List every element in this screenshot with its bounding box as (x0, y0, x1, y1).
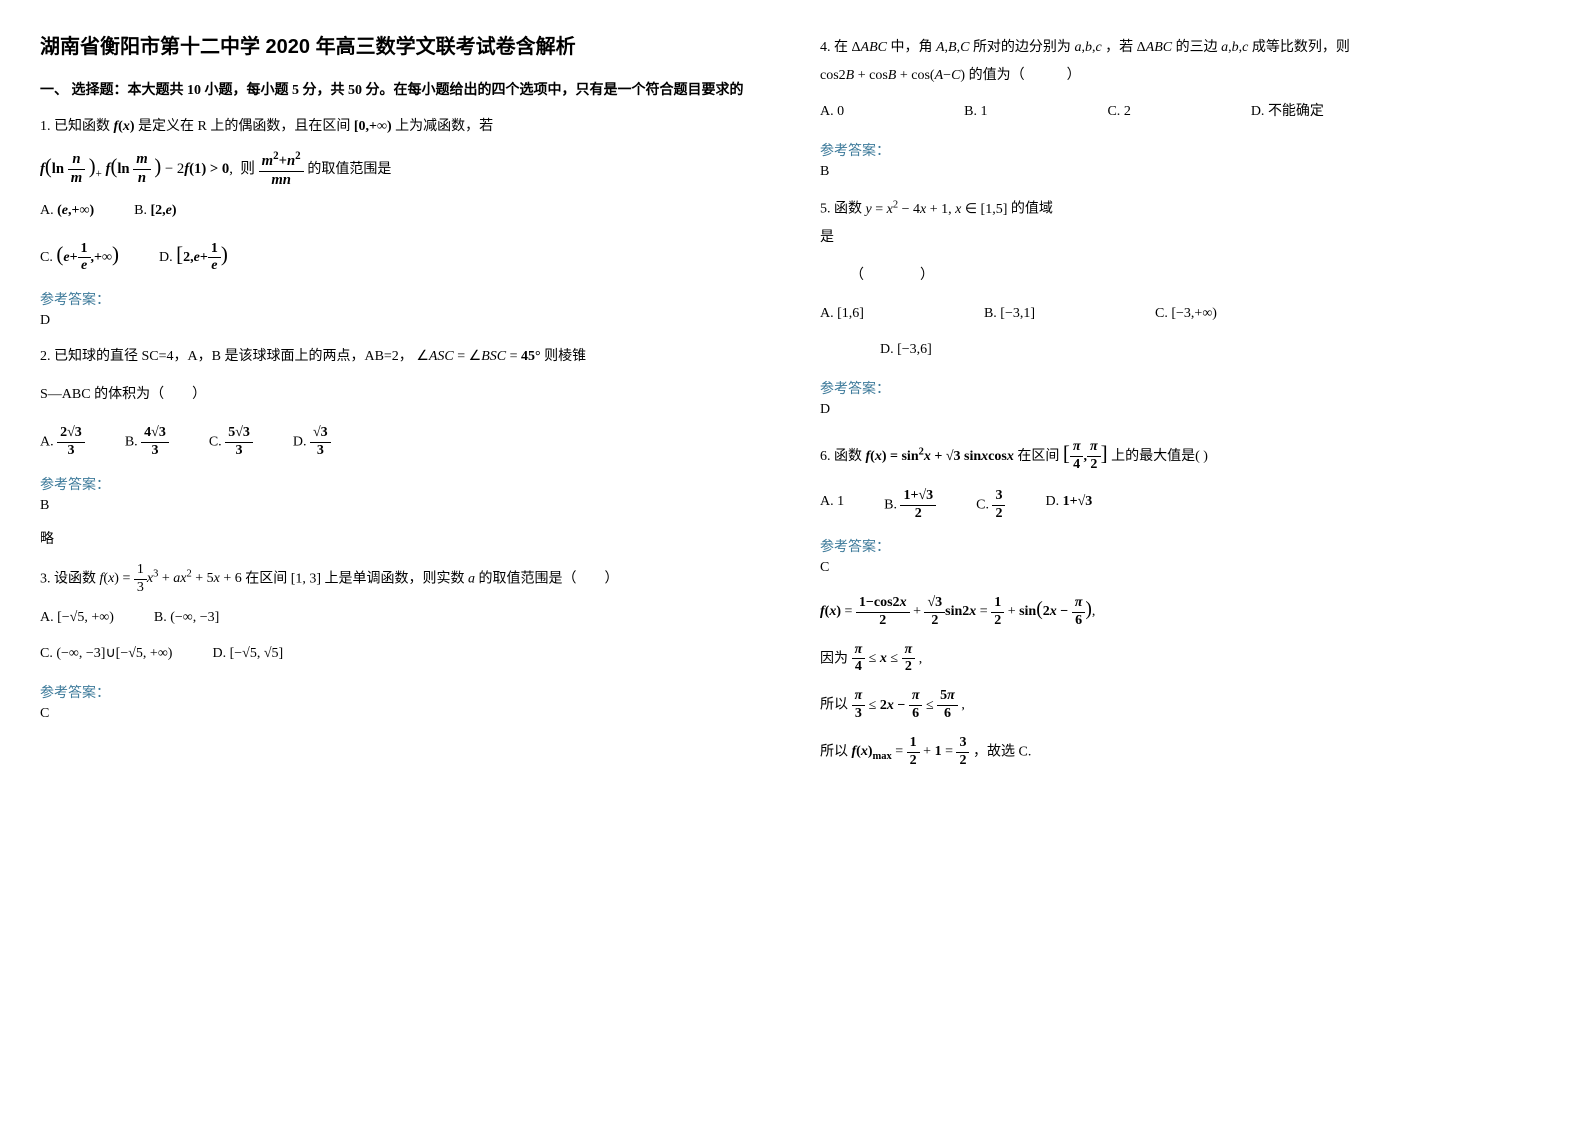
page-title: 湖南省衡阳市第十二中学 2020 年高三数学文联考试卷含解析 (40, 30, 760, 59)
q6-because: 因为 (820, 651, 848, 666)
q2-answer: B (40, 498, 760, 514)
q5-opt-d: D. [−3,6] (880, 342, 932, 357)
q3-opt-d: D. [−√5, √5] (212, 640, 283, 668)
q3-opt-a: A. [−√5, +∞) (40, 604, 114, 632)
q3-stem-a: 3. 设函数 (40, 571, 96, 586)
q6-stem-a: 6. 函数 (820, 449, 862, 464)
q4-tri1: ΔABC (852, 40, 887, 55)
q4-stem-b: 中，角 (890, 40, 932, 55)
q1-stem-c: 上为减函数，若 (395, 119, 493, 134)
q4-expr: cos2B + cosB + cos(A−C) (820, 68, 965, 83)
q1-stem-a: 1. 已知函数 (40, 119, 110, 134)
q2-stem-a: 2. 已知球的直径 SC=4，A，B 是该球球面上的两点，AB=2， (40, 349, 413, 364)
question-1: 1. 已知函数 f(x) 是定义在 R 上的偶函数，且在区间 [0,+∞) 上为… (40, 113, 760, 275)
q6-opt-d: D. 1+√3 (1045, 488, 1092, 523)
q4-stem-a: 4. 在 (820, 40, 848, 55)
q5-paren: （ ） (850, 262, 1540, 290)
q3-stem-c: 上是单调函数，则实数 (325, 571, 465, 586)
q3-interval: [1, 3] (291, 571, 321, 586)
q4-opt-a: A. 0 (820, 98, 844, 126)
section-1-heading: 一、 选择题：本大题共 10 小题，每小题 5 分，共 50 分。在每小题给出的… (40, 79, 760, 99)
question-3: 3. 设函数 f(x) = 13x3 + ax2 + 5x + 6 在区间 [1… (40, 562, 760, 669)
q4-stem-f: 成等比数列，则 (1252, 40, 1350, 55)
q5-answer-label: 参考答案： (820, 378, 1540, 398)
q3-opt-b: B. (−∞, −3] (154, 604, 219, 632)
q5-opt-a: A. [1,6] (820, 300, 864, 328)
q4-stem-c: 所对的边分别为 (973, 40, 1071, 55)
q4-tri2: ΔABC (1137, 40, 1172, 55)
q2-opt-a: A. 2√33 (40, 425, 85, 460)
question-2: 2. 已知球的直径 SC=4，A，B 是该球球面上的两点，AB=2， ∠ASC … (40, 343, 760, 460)
q2-opt-b: B. 4√33 (125, 425, 169, 460)
q2-answer-label: 参考答案： (40, 474, 760, 494)
q6-fx: f(x) = sin2x + √3 sinxcosx (866, 449, 1014, 464)
q6-opt-a: A. 1 (820, 488, 844, 523)
q4-abc2: a,b,c (1074, 40, 1101, 55)
q4-answer: B (820, 164, 1540, 180)
q1-opt-c: C. (e+1e,+∞) (40, 233, 119, 275)
q2-opt-c: C. 5√33 (209, 425, 253, 460)
q1-opt-b: B. [2,e) (134, 197, 176, 225)
q1-stem-b: 是定义在 R 上的偶函数，且在区间 (138, 119, 350, 134)
q4-abc3: a,b,c (1221, 40, 1248, 55)
q6-so-1: 所以 (820, 698, 848, 713)
q2-angle: ∠ASC = ∠BSC = 45° (416, 349, 540, 364)
q1-inequality: f(ln nm )+ f(ln mn ) − 2f(1) > 0, 则 m2+n… (40, 161, 307, 177)
q4-stem-e: 的三边 (1176, 40, 1218, 55)
q6-stem-c: 上的最大值是( ) (1111, 449, 1208, 464)
q3-answer: C (40, 706, 760, 722)
q6-work-line2: π4 ≤ x ≤ π2 (852, 651, 919, 666)
q5-opt-b: B. [−3,1] (984, 300, 1035, 328)
q4-stem-d: ，若 (1105, 40, 1133, 55)
q1-answer: D (40, 313, 760, 329)
q6-interval: [π4,π2] (1063, 449, 1111, 464)
q6-answer: C (820, 560, 1540, 576)
q6-work-end: ，故选 C. (973, 744, 1031, 759)
question-6: 6. 函数 f(x) = sin2x + √3 sinxcosx 在区间 [π4… (820, 432, 1540, 523)
q5-stem-a: 5. 函数 (820, 202, 862, 217)
q3-opt-c: C. (−∞, −3]∪[−√5, +∞) (40, 640, 172, 668)
q1-fx: f(x) (114, 119, 135, 134)
q1-tail: 的取值范围是 (307, 162, 391, 177)
q2-opt-d: D. √33 (293, 425, 331, 460)
q4-opt-d: D. 不能确定 (1251, 98, 1324, 126)
q1-interval: [0,+∞) (354, 119, 392, 134)
question-4: 4. 在 ΔABC 中，角 A,B,C 所对的边分别为 a,b,c ，若 ΔAB… (820, 34, 1540, 126)
q4-abc1: A,B,C (936, 40, 969, 55)
q6-so-2: 所以 (820, 744, 848, 759)
q3-answer-label: 参考答案： (40, 682, 760, 702)
q6-work: f(x) = 1−cos2x2 + √32sin2x = 12 + sin(2x… (820, 590, 1540, 769)
q1-opt-a: A. (e,+∞) (40, 197, 94, 225)
q4-answer-label: 参考答案： (820, 140, 1540, 160)
q6-opt-c: C. 32 (976, 488, 1005, 523)
q4-opt-b: B. 1 (964, 98, 987, 126)
q4-tail: 的值为（ ） (969, 68, 1081, 83)
q6-stem-b: 在区间 (1017, 449, 1059, 464)
q2-omit: 略 (40, 528, 760, 548)
q1-opt-d: D. [2,e+1e) (159, 233, 228, 275)
q2-stem-b: 则棱锥 (544, 349, 586, 364)
q6-opt-b: B. 1+√32 (884, 488, 936, 523)
q6-answer-label: 参考答案： (820, 536, 1540, 556)
q5-stem-c: 是 (820, 224, 1540, 252)
q5-answer: D (820, 402, 1540, 418)
q6-work-line3: π3 ≤ 2x − π6 ≤ 5π6 (852, 698, 962, 713)
q2-stem-c: S—ABC 的体积为（ ） (40, 381, 760, 409)
q5-stem-b: 的值域 (1011, 202, 1053, 217)
q1-answer-label: 参考答案： (40, 289, 760, 309)
q3-stem-b: 在区间 (245, 571, 287, 586)
q3-fx: f(x) = 13x3 + ax2 + 5x + 6 (100, 571, 242, 586)
question-5: 5. 函数 y = x2 − 4x + 1, x ∈ [1,5] 的值域 是 （… (820, 194, 1540, 364)
q6-work-line1: f(x) = 1−cos2x2 + √32sin2x = 12 + sin(2x… (820, 590, 1540, 629)
q4-opt-c: C. 2 (1107, 98, 1130, 126)
q6-work-line4: f(x)max = 12 + 1 = 32 (852, 744, 973, 759)
q3-stem-d: 的取值范围是（ ） (479, 571, 619, 586)
q5-opt-c: C. [−3,+∞) (1155, 300, 1217, 328)
q5-fx: y = x2 − 4x + 1, x ∈ [1,5] (866, 202, 1008, 217)
q3-a: a (468, 571, 475, 586)
